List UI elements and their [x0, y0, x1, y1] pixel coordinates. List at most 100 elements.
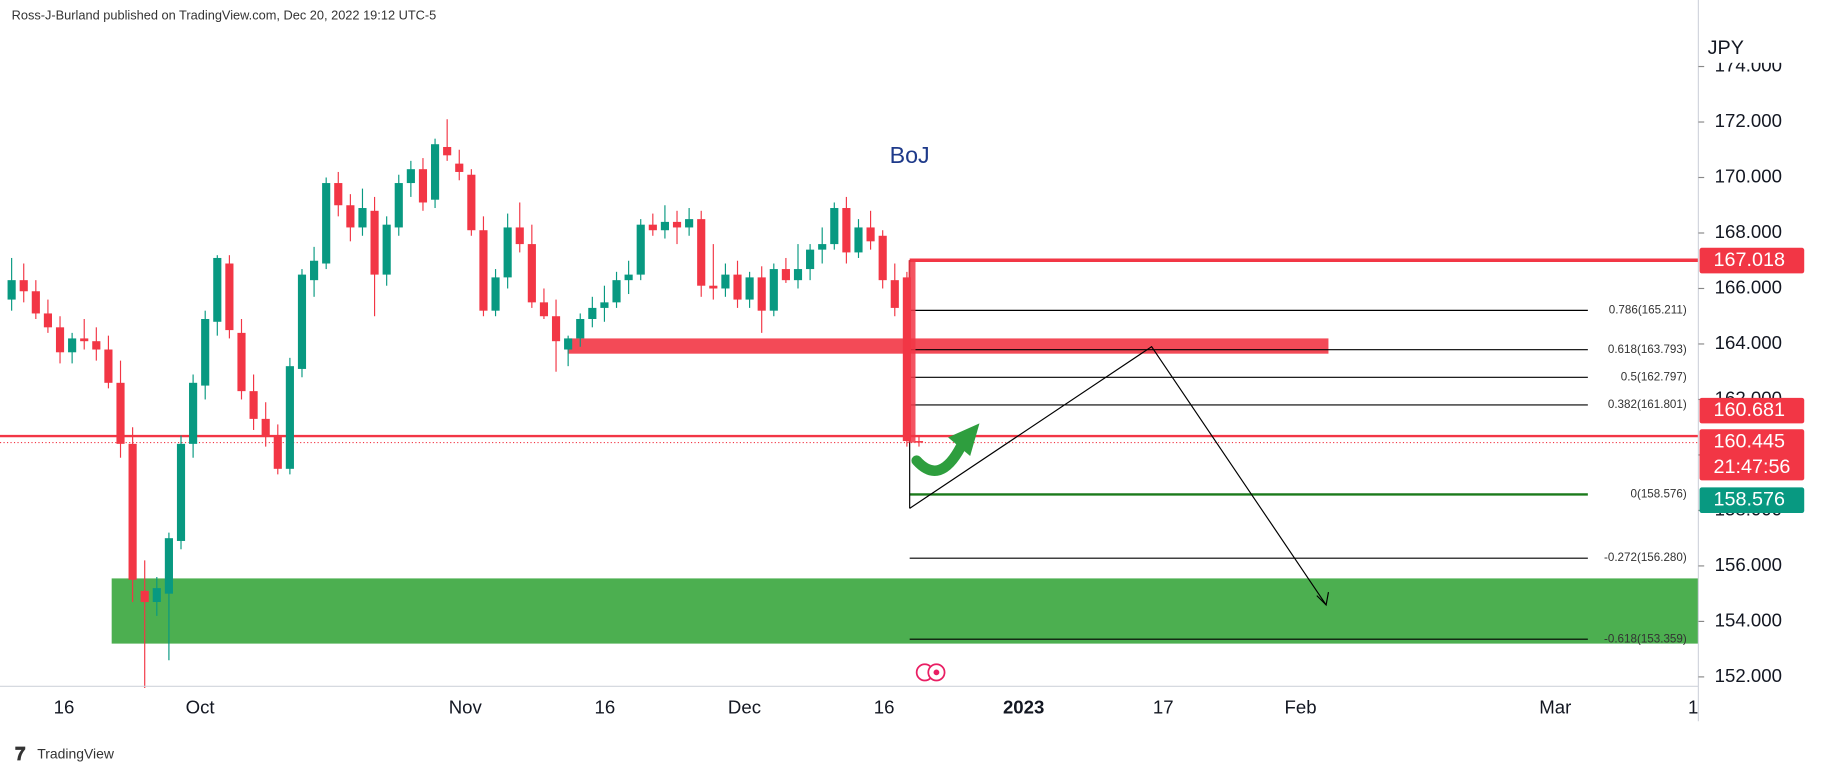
y-tick-label: 152.000 [1715, 665, 1782, 686]
candle-body [455, 163, 464, 172]
price-tag [1699, 397, 1805, 424]
candle-body [612, 280, 621, 303]
zone [567, 338, 1329, 354]
candle-body [697, 219, 706, 286]
candle-body [31, 291, 40, 314]
y-tick-label: 154.000 [1715, 609, 1782, 630]
candle-body [189, 382, 198, 444]
candle-body [902, 277, 911, 442]
candle-body [709, 285, 718, 289]
candle-body [515, 227, 524, 245]
candle-body [443, 146, 452, 156]
currency-bg [1700, 34, 1818, 63]
candle-body [576, 319, 585, 339]
x-tick-label: Oct [186, 696, 216, 717]
header: Ross-J-Burland published on TradingView.… [12, 8, 437, 23]
annotation: BoJ [890, 142, 930, 168]
candle-body [7, 280, 16, 300]
price-tag [1699, 429, 1805, 481]
candle-body [503, 227, 512, 278]
candle-body [806, 249, 815, 270]
candle-body [539, 302, 549, 317]
price-axis-bg [1698, 0, 1824, 773]
candle-body [68, 338, 77, 353]
candle-body [55, 327, 65, 353]
price-tag-label: 167.018 [1713, 249, 1784, 271]
candle-body [164, 538, 173, 594]
fib-label: 0(158.576) [1631, 488, 1687, 501]
candle-body [781, 269, 790, 281]
currency-label: JPY [1708, 37, 1744, 59]
candle-body [310, 260, 319, 281]
candle-body [43, 313, 52, 328]
event-icon-dot [933, 669, 940, 676]
candle-body [600, 302, 609, 308]
y-tick-label: 170.000 [1715, 165, 1782, 186]
candle-body [370, 210, 379, 275]
fib-label: 0.618(163.793) [1608, 343, 1687, 356]
countdown-label: 21:47:56 [1713, 456, 1790, 478]
candle-body [745, 277, 754, 300]
candle-body [733, 274, 742, 300]
candle-body [213, 257, 222, 322]
candle-body [394, 183, 403, 228]
drop-marker [908, 260, 916, 443]
candle-body [818, 244, 827, 250]
candle-body [842, 208, 851, 253]
fib-label: -0.618(153.359) [1604, 632, 1687, 645]
candle-body [176, 443, 186, 541]
candle-body [793, 269, 803, 281]
candle-body [890, 280, 899, 308]
curved-arrow-head [948, 423, 980, 457]
price-tag-label: 160.681 [1713, 399, 1784, 421]
candle-body [406, 169, 415, 184]
candle-body [721, 274, 730, 289]
price-tag [1699, 247, 1805, 274]
fib-label: 0.786(165.211) [1609, 303, 1687, 316]
candle-body [491, 277, 500, 311]
candle-body [866, 227, 875, 242]
price-tag-label: 158.576 [1713, 488, 1784, 510]
candle-body [769, 269, 778, 311]
price-tag [1699, 487, 1805, 514]
candle-body [261, 418, 270, 436]
x-tick-label: Mar [1539, 696, 1571, 717]
candle-body [358, 208, 367, 228]
y-tick-label: 172.000 [1715, 110, 1782, 131]
candle-body [830, 208, 839, 245]
candle-body [418, 169, 428, 203]
candle-body [648, 224, 657, 231]
candle-body [116, 382, 125, 444]
zone [111, 578, 1699, 644]
candle-body [152, 588, 161, 602]
candle-body [249, 391, 258, 419]
candle-body [636, 224, 645, 275]
candle-body [685, 219, 694, 228]
curved-arrow [911, 441, 967, 476]
candle-body [878, 235, 887, 281]
candle-body [467, 174, 476, 231]
candle-body [527, 244, 536, 303]
logo-mark: 𝟕 [15, 743, 26, 764]
y-tick-label: 156.000 [1715, 554, 1782, 575]
candle-body [914, 441, 924, 443]
candle-body [564, 338, 573, 350]
candle-body [624, 274, 633, 281]
candle-body [588, 307, 597, 320]
candle-body [80, 338, 89, 342]
fib-label: -0.272(156.280) [1604, 551, 1687, 564]
x-tick-label: 17 [1153, 696, 1174, 717]
candle-body [854, 227, 863, 253]
candle-body [757, 277, 766, 311]
candle-body [19, 280, 28, 292]
candle-body [201, 319, 210, 386]
candle-body [551, 316, 561, 342]
x-tick-label: Feb [1284, 696, 1316, 717]
candle-body [225, 263, 234, 331]
y-tick-label: 168.000 [1715, 221, 1782, 242]
candle-body [430, 144, 440, 200]
candle-body [128, 443, 137, 580]
